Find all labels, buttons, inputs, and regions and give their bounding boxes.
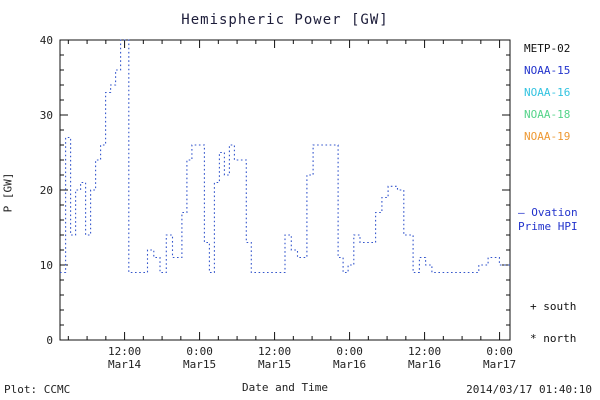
plot-frame: [59, 39, 511, 341]
x-axis-label: Date and Time: [241, 381, 329, 394]
legend-item-noaa-15: NOAA-15: [524, 64, 571, 77]
y-tick-label: 20: [40, 184, 53, 197]
x-tick-label-time: 12:00: [258, 345, 291, 358]
legend-north-marker: * north: [530, 332, 577, 345]
x-tick-label-time: 12:00: [408, 345, 441, 358]
y-tick-label: 10: [40, 259, 53, 272]
y-tick-label: 40: [40, 34, 53, 47]
legend-item-noaa-16: NOAA-16: [524, 86, 571, 99]
y-axis-label: P [GW]: [1, 172, 15, 213]
hpi-series-line: [60, 39, 510, 274]
x-tick-label-date: Mar16: [333, 358, 366, 371]
legend-ovation-prime-hpi: — Ovation Prime HPI: [518, 206, 578, 233]
legend-item-noaa-18: NOAA-18: [524, 108, 571, 121]
plot-timestamp: 2014/03/17 01:40:10: [466, 383, 592, 396]
x-tick-label-time: 0:00: [336, 345, 363, 358]
x-tick-label-date: Mar15: [258, 358, 291, 371]
legend-south-marker: + south: [530, 300, 577, 313]
x-tick-label-time: 12:00: [108, 345, 141, 358]
y-tick-label: 30: [40, 109, 53, 122]
page-title: Hemispheric Power [GW]: [181, 12, 389, 28]
y-tick-label: 0: [46, 334, 53, 347]
legend-item-metp-02: METP-02: [524, 42, 571, 55]
x-tick-label-date: Mar15: [183, 358, 216, 371]
x-tick-label-time: 0:00: [486, 345, 513, 358]
plot-source-label: Plot: CCMC: [4, 383, 71, 396]
x-tick-label-time: 0:00: [186, 345, 213, 358]
legend-satellites: METP-02 NOAA-15 NOAA-16 NOAA-18 NOAA-19: [524, 42, 570, 143]
x-tick-label-date: Mar17: [483, 358, 516, 371]
legend-item-noaa-19: NOAA-19: [524, 130, 571, 143]
x-tick-label-date: Mar14: [108, 358, 141, 371]
x-tick-label-date: Mar16: [408, 358, 441, 371]
